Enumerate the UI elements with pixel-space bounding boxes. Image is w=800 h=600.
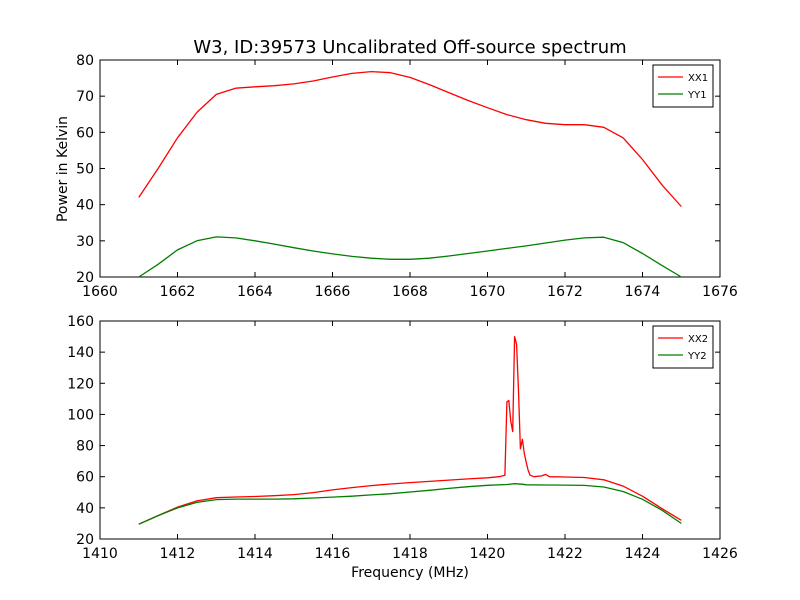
- x-tick-label: 1424: [625, 546, 661, 562]
- legend-label-xx2: XX2: [688, 334, 708, 345]
- top-y-axis: 20 30 40 50 60 70 80: [76, 53, 720, 286]
- x-tick-label: 1420: [470, 546, 506, 562]
- x-tick-label: 1662: [160, 284, 196, 300]
- x-tick-label: 1674: [625, 284, 661, 300]
- legend-label-yy1: YY1: [687, 90, 707, 101]
- bottom-subplot: 1410 1412 1414 1416 1418 1420 1422 1424 1426 20 4…: [67, 314, 738, 581]
- bottom-plot-area: [138, 335, 682, 525]
- bottom-legend: XX2 YY2: [652, 325, 714, 369]
- series-line-yy2: [138, 483, 682, 525]
- bottom-axes-frame: [99, 320, 721, 540]
- top-x-axis: 1660 1662 1664 1666 1668 1670 1672 1674 1676: [82, 60, 738, 300]
- y-tick-label: 70: [76, 89, 94, 105]
- y-tick-label: 120: [67, 376, 94, 392]
- x-tick-label: 1670: [470, 284, 506, 300]
- bottom-x-axis: 1410 1412 1414 1416 1418 1420 1422 1424 1426: [82, 321, 738, 562]
- legend-box: [652, 325, 714, 369]
- x-tick-label: 1418: [392, 546, 428, 562]
- y-tick-label: 160: [67, 314, 94, 330]
- top-y-axis-label: Power in Kelvin: [55, 116, 71, 222]
- x-tick-label: 1410: [82, 546, 118, 562]
- x-tick-label: 1660: [82, 284, 118, 300]
- top-plot-area: [138, 70, 682, 278]
- x-tick-label: 1666: [315, 284, 351, 300]
- series-line-xx2: [138, 335, 682, 525]
- y-tick-label: 60: [76, 470, 94, 486]
- y-tick-label: 140: [67, 345, 94, 361]
- x-tick-label: 1422: [547, 546, 583, 562]
- chart-title: W3, ID:39573 Uncalibrated Off-source spe…: [193, 37, 626, 58]
- legend-label-yy2: YY2: [687, 351, 707, 362]
- y-tick-label: 100: [67, 407, 94, 423]
- x-tick-label: 1676: [702, 284, 738, 300]
- legend-box: [652, 64, 714, 108]
- x-tick-label: 1664: [237, 284, 273, 300]
- series-line-yy1: [138, 236, 682, 278]
- x-tick-label: 1414: [237, 546, 273, 562]
- y-tick-label: 30: [76, 234, 94, 250]
- top-legend: XX1 YY1: [652, 64, 714, 108]
- bottom-x-axis-label: Frequency (MHz): [351, 565, 469, 581]
- y-tick-label: 60: [76, 125, 94, 141]
- x-tick-label: 1668: [392, 284, 428, 300]
- bottom-y-axis: 20 40 60 80 100 120 140 160: [67, 314, 720, 548]
- y-tick-label: 50: [76, 162, 94, 178]
- x-tick-label: 1412: [160, 546, 196, 562]
- y-tick-label: 20: [76, 532, 94, 548]
- legend-label-xx1: XX1: [688, 73, 708, 84]
- y-tick-label: 80: [76, 53, 94, 69]
- series-line-xx1: [138, 70, 682, 207]
- x-tick-label: 1416: [315, 546, 351, 562]
- y-tick-label: 80: [76, 439, 94, 455]
- x-tick-label: 1672: [547, 284, 583, 300]
- y-tick-label: 40: [76, 501, 94, 517]
- y-tick-label: 20: [76, 270, 94, 286]
- y-tick-label: 40: [76, 198, 94, 214]
- top-subplot: 1660 1662 1664 1666 1668 1670 1672 1674 1676 20 3…: [55, 53, 738, 300]
- x-tick-label: 1426: [702, 546, 738, 562]
